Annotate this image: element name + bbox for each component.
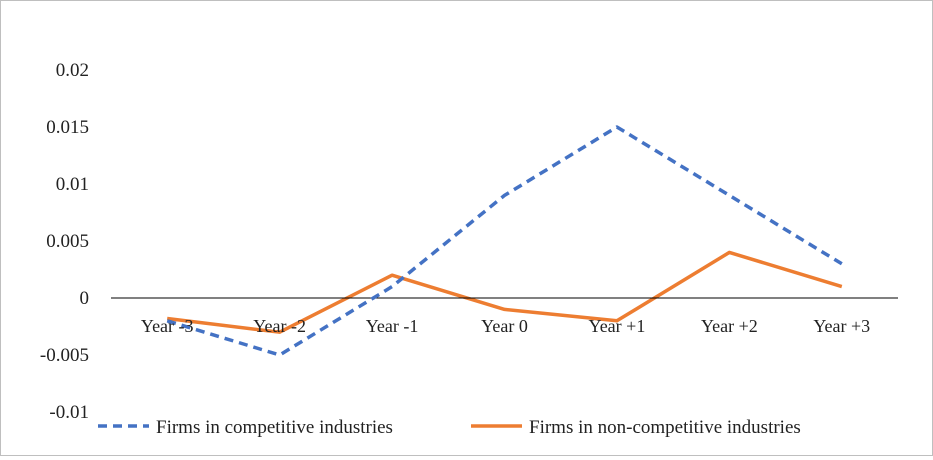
- x-tick-label: Year 0: [481, 316, 528, 336]
- y-tick-label: 0.005: [46, 231, 89, 252]
- x-tick-label: Year -3: [141, 316, 194, 336]
- x-tick-label: Year +3: [813, 316, 870, 336]
- x-tick-label: Year +2: [701, 316, 758, 336]
- x-tick-label: Year +1: [589, 316, 646, 336]
- x-tick-label: Year -1: [366, 316, 419, 336]
- legend-label: Firms in non-competitive industries: [529, 417, 801, 438]
- y-tick-label: 0.01: [56, 174, 89, 195]
- y-tick-label: 0.015: [46, 117, 89, 138]
- y-tick-label: -0.01: [49, 402, 89, 423]
- series-line-competitive: [166, 125, 843, 357]
- x-tick-label: Year -2: [253, 316, 306, 336]
- y-tick-label: -0.005: [40, 345, 89, 366]
- y-tick-label: 0: [80, 288, 90, 309]
- legend-label: Firms in competitive industries: [156, 417, 393, 438]
- y-tick-label: 0.02: [56, 60, 89, 81]
- series-line-non-competitive: [166, 250, 843, 334]
